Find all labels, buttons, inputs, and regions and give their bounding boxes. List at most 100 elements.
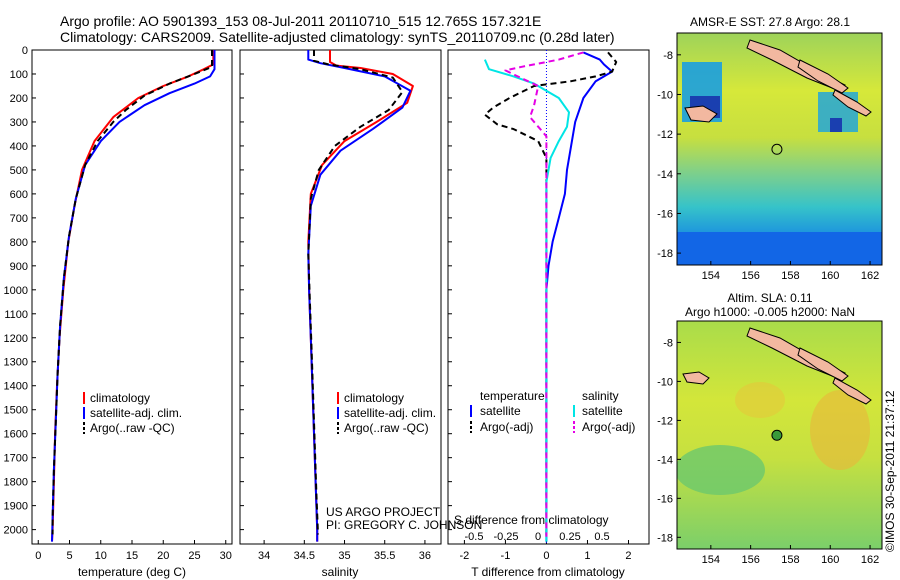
lon-tick-label: 158 [781,554,799,566]
lat-tick-label: -14 [657,169,673,181]
depth-tick-label: 1800 [4,477,28,489]
legend-argo: Argo(..raw -QC) [344,421,429,435]
float-position-marker [771,143,783,155]
lat-tick-label: -12 [657,415,673,427]
sla-high-patch [735,382,785,418]
lat-tick-label: -18 [657,248,673,260]
salinity-panel: 34 34.5 35 35.5 36 salinity climatology sate… [239,49,482,579]
salinity-series [307,50,414,542]
imos-timestamp: ©IMOS 30-Sep-2011 21:37:12 [883,390,897,552]
lon-tick-label: 162 [861,270,879,282]
island [797,347,849,382]
lat-tick-label: -10 [657,89,673,101]
depth-tick-label: 1700 [4,453,28,465]
lon-tick-label: 156 [741,554,759,566]
float-position-marker [771,429,783,441]
salinity-depth-ticks [240,49,244,531]
salinity-difference-tick-labels: -0.5 -0.25 0 0.25 0.5 [465,531,610,543]
difference-axes [447,49,650,545]
sla-map-ticks: 154 156 158 160 162 -8 -10 -12 -14 -16 -18 [657,337,879,566]
island [682,371,710,385]
sst-map-title: AMSR-E SST: 27.8 Argo: 28.1 [690,15,850,29]
depth-tick-label: 1300 [4,357,28,369]
depth-tick-label: 1100 [4,309,28,321]
lat-tick-label: -12 [657,129,673,141]
legend-s-argo: Argo(-adj) [582,420,635,434]
temperature-xlabel: temperature (deg C) [78,565,186,579]
x-tick-label: 2 [625,550,631,562]
sst-southern-cool-band [677,232,882,265]
lon-tick-label: 156 [741,270,759,282]
depth-tick-label: 400 [10,141,28,153]
series-line-climatology [51,50,215,542]
header-line1: Argo profile: AO 5901393_153 08-Jul-2011… [60,13,541,29]
island [832,89,872,117]
depth-tick-label: 1500 [4,405,28,417]
legend-satellite: satellite-adj. clim. [90,406,182,420]
legend-salinity-title: salinity [582,389,619,403]
x-tick-label: -1 [501,550,511,562]
lat-tick-label: -16 [657,208,673,220]
x-tick-label: 35.5 [374,550,395,562]
x-tick-label: 34.5 [294,550,315,562]
depth-tick-label: 300 [10,117,28,129]
lon-tick-label: 154 [702,270,720,282]
x-tick-label: 25 [188,550,200,562]
x-tick-label: 15 [126,550,138,562]
depth-tick-label: 0 [22,45,28,57]
sla-map-subtitle: Argo h1000: -0.005 h2000: NaN [685,305,855,319]
sla-map-panel: Altim. SLA: 0.11 Argo h1000: -0.005 h200… [657,291,883,566]
depth-tick-label: 1600 [4,429,28,441]
difference-top-xlabel: S difference from climatology [454,513,609,527]
difference-ticks: -2 -1 0 1 2 [460,540,632,562]
depth-tick-label: 100 [10,69,28,81]
lon-tick-label: 158 [781,270,799,282]
top-tick-label: 0.25 [559,531,580,543]
temperature-legend: climatology satellite-adj. clim. Argo(..… [83,391,182,435]
lat-tick-label: -14 [657,454,673,466]
series-line-argo-adj- [483,51,618,537]
series-line-argo-raw-qc- [307,50,404,535]
header-line2: Climatology: CARS2009. Satellite-adjuste… [60,29,615,45]
island [684,105,718,123]
depth-tick-label: 1200 [4,333,28,345]
depth-tick-label: 900 [10,261,28,273]
x-tick-label: 1 [584,550,590,562]
salinity-ticks: 34 34.5 35 35.5 36 [258,540,431,562]
depth-tick-label: 1900 [4,501,28,513]
sst-cold-patch-east [830,118,842,132]
depth-tick-label: 2000 [4,525,28,537]
lon-tick-label: 160 [821,270,839,282]
legend-argo: Argo(..raw -QC) [90,421,175,435]
legend-t-satellite: satellite [480,404,521,418]
depth-tick-label: 1400 [4,381,28,393]
series-line-satellite [545,51,614,542]
top-tick-label: -0.25 [493,531,518,543]
credit-line1: US ARGO PROJECT [326,505,441,519]
x-tick-label: 35 [338,550,350,562]
legend-climatology: climatology [344,391,404,405]
legend-t-argo: Argo(-adj) [480,420,533,434]
x-tick-label: 5 [66,550,72,562]
depth-tick-label: 200 [10,93,28,105]
difference-legend: temperature satellite Argo(-adj) salinit… [470,389,635,434]
island [797,59,849,94]
x-tick-label: 0 [35,550,41,562]
difference-series [483,51,618,542]
top-tick-label: -0.5 [465,531,484,543]
salinity-axes [239,49,442,545]
sla-map-frame [676,320,883,550]
x-tick-label: 34 [258,550,270,562]
x-tick-label: 0 [543,550,549,562]
lon-tick-label: 160 [821,554,839,566]
top-tick-label: 0.5 [594,531,609,543]
depth-tick-label: 800 [10,237,28,249]
temperature-ticks: 0 5 10 15 20 25 30 [35,540,232,562]
temperature-panel: 0100200300400500600700800900100011001200… [4,45,233,579]
depth-tick-label: 1000 [4,285,28,297]
legend-satellite: satellite-adj. clim. [344,406,436,420]
sst-map-frame [676,32,883,266]
lat-tick-label: -16 [657,493,673,505]
legend-s-satellite: satellite [582,404,623,418]
